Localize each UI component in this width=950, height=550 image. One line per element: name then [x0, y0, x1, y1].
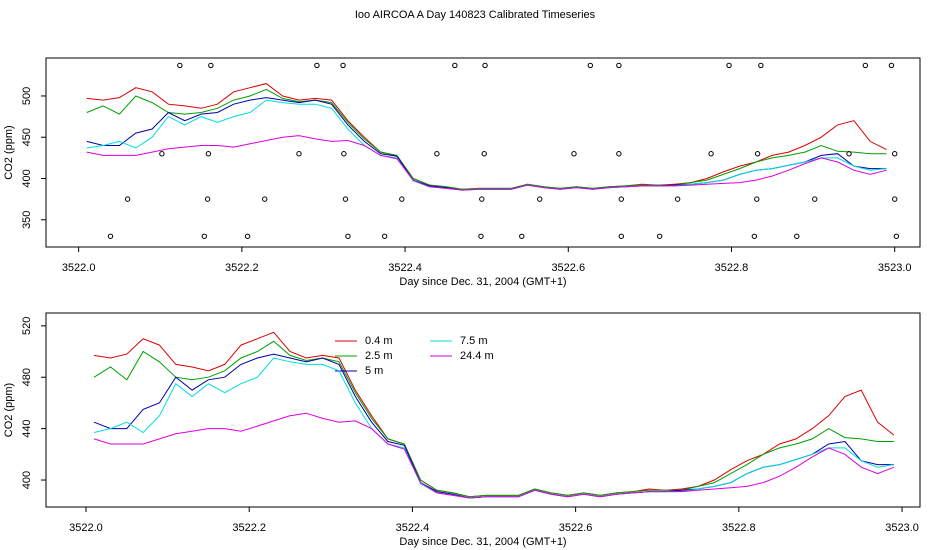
x-axis-label: Day since Dec. 31, 2004 (GMT+1) — [399, 536, 566, 548]
legend-label: 24.4 m — [460, 350, 494, 362]
y-tick-label: 520 — [21, 317, 33, 335]
point — [726, 62, 732, 69]
point — [399, 196, 405, 202]
point — [479, 196, 485, 202]
point — [751, 233, 758, 239]
point — [656, 233, 663, 239]
y-tick-label: 480 — [21, 368, 33, 386]
legend-label: 0.4 m — [365, 335, 393, 347]
point — [537, 196, 543, 202]
point — [381, 233, 388, 239]
x-tick-label: 3522.6 — [559, 522, 593, 534]
point — [340, 62, 346, 69]
x-tick-label: 3522.0 — [69, 522, 103, 534]
x-tick-label: 3522.8 — [722, 522, 756, 534]
point — [481, 151, 487, 157]
plot-frame — [45, 57, 921, 248]
x-tick-label: 3522.2 — [225, 262, 259, 274]
point — [587, 62, 594, 69]
y-tick-label: 400 — [21, 471, 33, 489]
point — [618, 196, 625, 202]
point — [177, 62, 183, 69]
point — [434, 151, 440, 157]
point — [758, 62, 764, 69]
point — [107, 233, 114, 239]
y-tick-label: 440 — [21, 419, 33, 437]
series-line — [93, 353, 894, 499]
series-line — [86, 83, 887, 190]
point — [846, 151, 852, 157]
y-tick-label: 350 — [21, 211, 33, 229]
y-tick-label: 450 — [21, 128, 33, 146]
series-line — [86, 135, 887, 191]
chart-title: Ioo AIRCOA A Day 140823 Calibrated Times… — [355, 9, 596, 21]
point — [205, 151, 212, 157]
x-axis-label: Day since Dec. 31, 2004 (GMT+1) — [399, 276, 566, 288]
y-axis-label: CO2 (ppm) — [3, 125, 15, 179]
point — [201, 233, 208, 239]
point — [482, 62, 488, 69]
point — [754, 151, 761, 157]
point — [341, 151, 347, 157]
point — [754, 196, 760, 202]
point — [616, 62, 622, 69]
x-tick-label: 3522.6 — [551, 262, 585, 274]
point — [812, 196, 818, 202]
point — [342, 196, 349, 202]
x-tick-label: 3522.8 — [715, 262, 749, 274]
x-tick-label: 3522.4 — [388, 262, 422, 274]
point — [208, 62, 214, 69]
point — [345, 233, 351, 239]
point — [888, 62, 895, 69]
point — [862, 62, 869, 69]
point — [519, 233, 525, 239]
point — [262, 196, 268, 202]
point — [204, 196, 211, 202]
y-axis-label: CO2 (ppm) — [3, 383, 15, 437]
point — [892, 196, 898, 202]
point — [159, 151, 165, 157]
point — [124, 196, 131, 202]
plot-frame — [45, 312, 921, 508]
series-line — [86, 88, 887, 190]
point — [314, 62, 320, 69]
legend-label: 2.5 m — [365, 350, 393, 362]
point — [892, 151, 898, 157]
x-tick-label: 3523.0 — [885, 522, 919, 534]
x-tick-label: 3522.2 — [232, 522, 266, 534]
point — [708, 151, 714, 157]
point — [794, 233, 800, 239]
point — [452, 62, 458, 69]
point — [244, 233, 251, 239]
legend-label: 5 m — [365, 365, 383, 377]
series-line — [93, 340, 894, 498]
x-tick-label: 3523.0 — [878, 262, 912, 274]
series-line — [94, 331, 895, 498]
point — [571, 151, 577, 157]
legend-label: 7.5 m — [460, 335, 488, 347]
point — [616, 151, 622, 157]
point — [618, 233, 625, 239]
point — [478, 233, 484, 239]
point — [674, 196, 681, 202]
point — [296, 151, 302, 157]
point — [893, 233, 900, 239]
y-tick-label: 500 — [21, 87, 33, 105]
y-tick-label: 400 — [21, 169, 33, 187]
series-line — [93, 412, 895, 499]
x-tick-label: 3522.4 — [396, 522, 430, 534]
x-tick-label: 3522.0 — [62, 262, 96, 274]
